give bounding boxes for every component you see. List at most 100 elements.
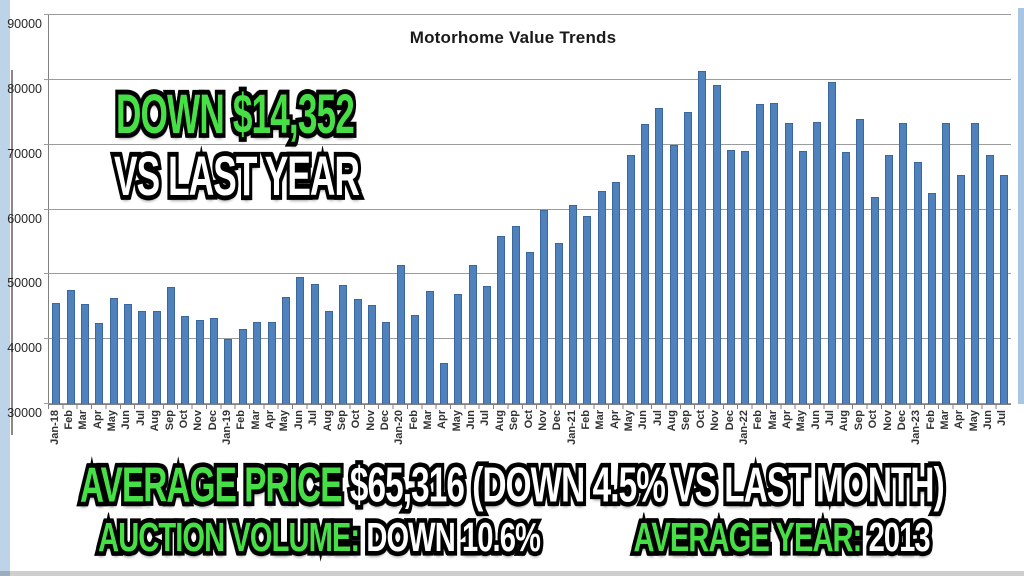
bar-slot [853, 15, 867, 404]
bar-Feb-43800 [411, 314, 420, 404]
bar-Dec-42600 [382, 322, 391, 404]
bar-slot [595, 15, 609, 404]
x-tick-label: Jul [996, 410, 1009, 426]
x-label-slot: Feb [235, 410, 249, 460]
overlay-down-amount: DOWN $14,352 [113, 79, 386, 150]
bar-Jan-19-40100 [224, 338, 233, 404]
bar-slot [150, 15, 164, 404]
bar-slot [63, 15, 77, 404]
x-label-slot: Apr [263, 410, 277, 460]
x-label-slot: Jun [637, 410, 651, 460]
bar-slot [78, 15, 92, 404]
x-tick-label: Jan-21 [565, 410, 578, 445]
x-label-slot: Mar [938, 410, 952, 460]
bar-Apr-42700 [267, 321, 276, 404]
bar-slot [221, 15, 235, 404]
x-label-slot: Dec [895, 410, 909, 460]
bar-slot [810, 15, 824, 404]
x-label-slot: Oct [522, 410, 536, 460]
y-tick-label-30000: 30000 [7, 406, 42, 420]
bar-Aug-44400 [152, 310, 161, 404]
bar-May-46500 [281, 297, 290, 404]
bar-slot [939, 15, 953, 404]
x-label-slot: Jul [996, 410, 1010, 460]
x-label-slot: Feb [407, 410, 421, 460]
bar-Oct-43500 [181, 316, 190, 404]
x-label-slot: Nov [881, 410, 895, 460]
x-label-slot: Feb [924, 410, 938, 460]
x-tick-label: Oct [867, 410, 880, 429]
x-label-slot: Jan-23 [910, 410, 924, 460]
x-tick-label: Oct [177, 410, 190, 429]
bar-Mar-45400 [80, 304, 89, 404]
gridline-60000 [44, 208, 1011, 210]
x-label-slot: Jan-20 [393, 410, 407, 460]
x-label-slot: Jul [651, 410, 665, 460]
x-label-slot: Jul [823, 410, 837, 460]
x-label-slot: Nov [536, 410, 550, 460]
x-tick-label: Feb [752, 410, 765, 430]
x-label-slot: Apr [608, 410, 622, 460]
overlay-vs-last-year-text: VS LAST YEAR [111, 141, 363, 212]
x-label-slot: Aug [838, 410, 852, 460]
bar-slot [911, 15, 925, 404]
x-label-slot: Oct [350, 410, 364, 460]
x-tick-label: Dec [206, 410, 219, 431]
x-tick-label: Jun [120, 410, 133, 430]
bar-Feb-41500 [238, 329, 247, 404]
x-tick-label: Apr [953, 410, 966, 429]
bar-slot [394, 15, 408, 404]
bar-Dec-54900 [554, 242, 563, 404]
x-tick-label: Jun [982, 410, 995, 430]
x-label-slot: Oct [694, 410, 708, 460]
bar-Jun-49600 [296, 276, 305, 404]
average-year-label: AVERAGE YEAR: [631, 509, 866, 565]
bar-Jan-20-51400 [396, 265, 405, 404]
bar-slot [724, 15, 738, 404]
bar-Jan-23-67300 [913, 162, 922, 404]
x-label-slot: May [105, 410, 119, 460]
x-tick-label: Oct [694, 410, 707, 429]
gridline-90000 [44, 14, 1011, 15]
x-tick-label: Jul [651, 410, 664, 426]
x-label-slot: Sep [508, 410, 522, 460]
x-label-slot: Aug [321, 410, 335, 460]
bar-Feb-47600 [66, 289, 75, 404]
x-label-slot: Oct [866, 410, 880, 460]
x-label-slot: Jul [306, 410, 320, 460]
bar-Mar-42600 [253, 322, 262, 404]
overlay-average-price: AVERAGE PRICE $65,316 (DOWN 4.5% VS LAST… [0, 453, 1024, 516]
x-label-slot: May [622, 410, 636, 460]
x-tick-label: Aug [149, 410, 162, 432]
x-tick-label: Dec [723, 410, 736, 431]
y-tick-label-70000: 70000 [7, 146, 42, 161]
bar-slot [824, 15, 838, 404]
average-year-value: 2013 [861, 509, 935, 565]
x-label-slot: Mar [77, 410, 91, 460]
x-tick-label: Jun [809, 410, 822, 430]
bar-Nov-45300 [368, 304, 377, 404]
x-label-slot: Dec [723, 410, 737, 460]
x-label-slot: Aug [493, 410, 507, 460]
x-tick-label: Aug [666, 410, 679, 432]
x-tick-label: Sep [163, 410, 176, 431]
x-label-slot: Aug [665, 410, 679, 460]
x-tick-label: Oct [350, 410, 363, 429]
x-tick-label: Mar [766, 410, 779, 430]
x-axis-labels: Jan-18 Feb Mar Apr May Jun Jul Aug Sep Oct Nov Dec J… [48, 410, 1010, 460]
x-tick-label: Aug [838, 410, 851, 432]
bar-slot [509, 15, 523, 404]
bar-slot [365, 15, 379, 404]
bar-Oct-46200 [353, 298, 362, 404]
x-label-slot: Jun [120, 410, 134, 460]
bar-slot [681, 15, 695, 404]
x-label-slot: Jul [134, 410, 148, 460]
bar-Nov-79200 [712, 85, 721, 404]
x-label-slot: Mar [249, 410, 263, 460]
x-tick-label: Aug [321, 410, 334, 432]
bar-May-47000 [454, 293, 463, 404]
bar-Jul-75600 [655, 108, 664, 404]
bar-slot [537, 15, 551, 404]
bar-May-73300 [971, 123, 980, 404]
x-tick-label: Dec [895, 410, 908, 431]
